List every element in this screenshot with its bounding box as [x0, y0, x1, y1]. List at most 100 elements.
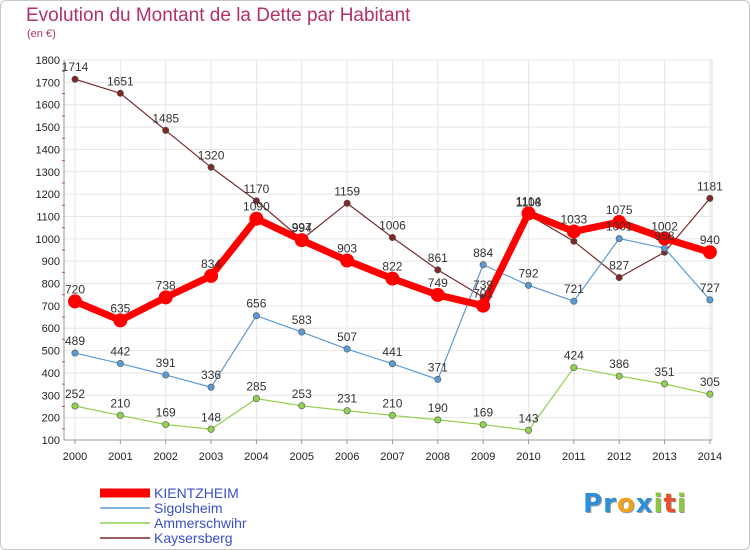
x-tick-label: 2011 — [562, 451, 586, 463]
data-point — [524, 426, 532, 434]
series-layer — [68, 75, 717, 434]
legend-label: Ammerschwihr — [154, 515, 247, 531]
data-label: 958 — [655, 229, 675, 243]
legend-label: Sigolsheim — [154, 500, 222, 516]
data-point — [385, 271, 400, 286]
data-point — [343, 345, 351, 353]
data-point — [702, 245, 717, 260]
data-label: 210 — [382, 396, 402, 410]
data-label: 884 — [473, 246, 493, 260]
data-label: 834 — [201, 257, 221, 271]
y-tick-label: 1000 — [36, 234, 60, 246]
data-label: 994 — [292, 221, 312, 235]
data-label: 940 — [700, 233, 720, 247]
data-point — [388, 233, 396, 241]
data-point — [615, 372, 623, 380]
data-label: 1714 — [62, 60, 89, 74]
data-point — [252, 312, 260, 320]
data-point — [661, 380, 669, 388]
data-label: 1075 — [606, 203, 633, 217]
data-label: 507 — [337, 330, 357, 344]
data-point — [340, 253, 355, 268]
data-label: 827 — [609, 258, 629, 272]
data-label: 656 — [246, 297, 266, 311]
data-point — [158, 290, 173, 305]
logo-letter: P — [583, 489, 604, 519]
data-point — [388, 411, 396, 419]
x-tick-label: 2009 — [471, 451, 495, 463]
data-point — [570, 237, 578, 245]
data-point — [615, 273, 623, 281]
x-tick-label: 2005 — [290, 451, 314, 463]
y-tick-label: 900 — [42, 256, 60, 268]
data-label: 749 — [428, 276, 448, 290]
data-label: 1006 — [379, 218, 406, 232]
data-label: 822 — [382, 260, 402, 274]
data-label: 903 — [337, 242, 357, 256]
data-label: 1485 — [152, 111, 179, 125]
y-tick-label: 1300 — [36, 167, 60, 179]
data-label: 1033 — [560, 212, 587, 226]
logo-letter: i — [676, 489, 687, 519]
data-point — [71, 349, 79, 357]
chart-title: Evolution du Montant de la Dette par Hab… — [26, 5, 411, 26]
data-label: 148 — [201, 410, 221, 424]
data-point — [71, 402, 79, 410]
data-point — [249, 211, 264, 226]
legend: KIENTZHEIMSigolsheimAmmerschwihrKaysersb… — [100, 485, 247, 546]
x-tick-label: 2002 — [153, 451, 177, 463]
data-label: 371 — [428, 360, 448, 374]
data-point — [207, 163, 215, 171]
data-point — [162, 421, 170, 429]
data-label: 738 — [156, 278, 176, 292]
axes: 100 200 300 400 500 600 700 800 900 1000 1100 1200 1… — [36, 55, 723, 463]
data-point — [298, 328, 306, 336]
data-point — [113, 313, 128, 328]
data-label: 386 — [609, 357, 629, 371]
logo-letter: r — [603, 489, 617, 519]
logo-letter: o — [616, 489, 636, 519]
y-tick-label: 1600 — [36, 100, 60, 112]
data-point — [294, 233, 309, 248]
y-tick-label: 300 — [42, 390, 60, 402]
data-point — [524, 281, 532, 289]
logo-letter: t — [663, 489, 677, 519]
data-point — [566, 224, 581, 239]
y-tick-label: 500 — [42, 346, 60, 358]
data-label: 1651 — [107, 74, 134, 88]
data-label: 792 — [518, 266, 538, 280]
legend-label: Kaysersberg — [154, 530, 233, 546]
data-label: 169 — [156, 406, 176, 420]
data-label: 391 — [156, 356, 176, 370]
y-tick-label: 1500 — [36, 122, 60, 134]
data-point — [204, 268, 219, 283]
x-tick-label: 2014 — [698, 451, 722, 463]
y-tick-label: 200 — [42, 413, 60, 425]
data-point — [116, 360, 124, 368]
y-tick-label: 1100 — [36, 211, 60, 223]
legend-label: KIENTZHEIM — [154, 485, 239, 501]
data-label: 441 — [382, 345, 402, 359]
data-label: 210 — [110, 396, 130, 410]
y-tick-label: 1400 — [36, 144, 60, 156]
data-label: 1159 — [334, 184, 360, 198]
data-label: 1108 — [516, 196, 542, 210]
data-point — [706, 296, 714, 304]
data-label: 351 — [655, 365, 675, 379]
logo-letter: i — [653, 489, 664, 519]
data-label: 1090 — [243, 200, 270, 214]
logo-letter: x — [635, 489, 654, 519]
data-point — [479, 421, 487, 429]
data-point — [570, 297, 578, 305]
data-label: 424 — [564, 349, 584, 363]
proxiti-logo: Proxiti — [583, 489, 687, 519]
data-label: 169 — [473, 406, 493, 420]
x-tick-label: 2007 — [380, 451, 404, 463]
data-label: 143 — [518, 411, 538, 425]
x-tick-label: 2008 — [426, 451, 450, 463]
data-point — [434, 375, 442, 383]
data-point — [434, 416, 442, 424]
data-point — [252, 197, 260, 205]
y-tick-label: 100 — [42, 435, 60, 447]
